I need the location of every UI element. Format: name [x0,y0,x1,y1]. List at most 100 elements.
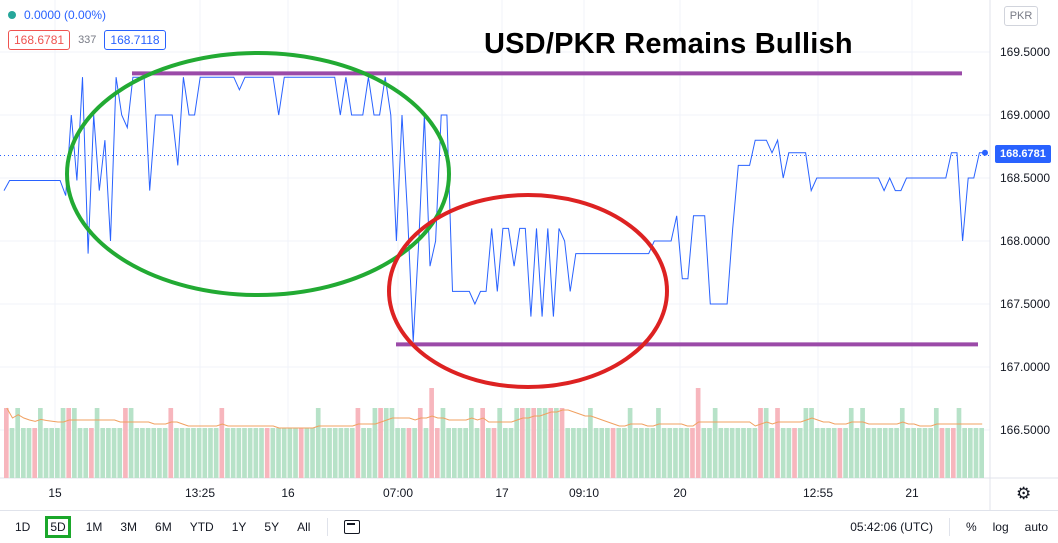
volume-bar [412,428,417,478]
currency-button[interactable]: PKR [1004,6,1038,26]
volume-bar [293,428,298,478]
volume-bar [162,428,168,478]
volume-bar [378,408,383,478]
timeframe-1m[interactable]: 1M [85,520,103,534]
timeframe-5d[interactable]: 5D [45,516,71,538]
volume-bar [593,428,599,478]
volume-bar [548,408,554,478]
timeframe-ytd[interactable]: YTD [189,520,214,534]
volume-bar [344,428,349,478]
volume-bar [310,428,315,478]
volume-bar [758,408,763,478]
volume-bar [746,428,752,478]
volume-bar [616,428,622,478]
volume-bar [633,428,639,478]
volume-bar [60,408,66,478]
volume-moving-average [6,407,983,429]
percent-toggle[interactable]: % [965,520,977,534]
volume-bar [809,408,814,478]
volume-bar [814,428,820,478]
volume-bar [718,428,724,478]
volume-bar [820,428,826,478]
volume-bar [66,408,72,478]
volume-bar [213,428,219,478]
timeframe-6m[interactable]: 6M [155,520,172,534]
volume-bar [179,428,185,478]
y-tick-label: 168.0000 [1000,234,1050,248]
volume-bar [191,428,196,478]
volume-bar [939,428,945,478]
volume-bar [871,428,877,478]
volume-bar [145,428,151,478]
volume-bar [690,428,695,478]
volume-bar [973,428,979,478]
log-toggle[interactable]: log [992,520,1009,534]
volume-bar [485,428,491,478]
volume-bar [281,428,287,478]
volume-bar [264,428,270,478]
volume-bar [446,428,451,478]
volume-bar [491,428,497,478]
volume-bar [967,428,973,478]
volume-bar [395,428,400,478]
y-tick-label: 169.5000 [1000,45,1050,59]
volume-bar [457,428,463,478]
volume-bar [168,408,174,478]
volume-bar [877,428,882,478]
volume-bar [780,428,786,478]
volume-bar [72,408,77,478]
volume-bar [599,428,605,478]
volume-bar [860,408,865,478]
volume-bar [565,428,571,478]
y-tick-label: 169.0000 [1000,108,1050,122]
volume-bar [208,428,213,478]
volume-bar [372,408,378,478]
timeframe-5y[interactable]: 5Y [264,520,280,534]
volume-bar [622,428,627,478]
settings-gear-icon[interactable]: ⚙ [1016,484,1032,503]
volume-bar [803,408,809,478]
y-tick-label: 166.5000 [1000,423,1050,437]
volume-bar [26,428,32,478]
volume-bar [225,428,230,478]
volume-bar [667,428,673,478]
utc-clock[interactable]: 05:42:06 (UTC) [850,520,933,534]
x-tick-label: 15 [48,486,62,500]
volume-bar [576,428,582,478]
timeframe-1d[interactable]: 1D [15,520,31,534]
volume-bar [735,428,741,478]
volume-bar [4,408,9,478]
last-price-tag: 168.6781 [995,145,1051,163]
volume-bar [259,428,264,478]
volume-bar [230,428,236,478]
volume-bar [174,428,179,478]
auto-toggle[interactable]: auto [1024,520,1048,534]
volume-bar [588,408,593,478]
volume-bar [639,428,644,478]
volume-bar [979,428,984,478]
volume-bar [111,428,117,478]
ask-price[interactable]: 168.7118 [104,30,166,50]
timeframe-1y[interactable]: 1Y [231,520,247,534]
volume-bar [315,408,321,478]
timeframe-3m[interactable]: 3M [120,520,138,534]
volume-bar [480,408,485,478]
volume-bar [463,428,468,478]
date-range-icon[interactable] [344,520,361,534]
volume-bar [15,408,21,478]
x-tick-label: 16 [281,486,295,500]
volume-bar [89,428,94,478]
bid-price[interactable]: 168.6781 [8,30,71,50]
toolbar-divider [948,518,950,536]
volume-bars [4,388,984,478]
volume-bar [106,428,111,478]
x-tick-label: 21 [905,486,919,500]
volume-bar [605,428,610,478]
volume-bar [383,408,389,478]
volume-bar [94,408,100,478]
volume-bar [32,428,38,478]
timeframe-all[interactable]: All [297,520,311,534]
volume-bar [797,428,803,478]
volume-bar [497,408,503,478]
